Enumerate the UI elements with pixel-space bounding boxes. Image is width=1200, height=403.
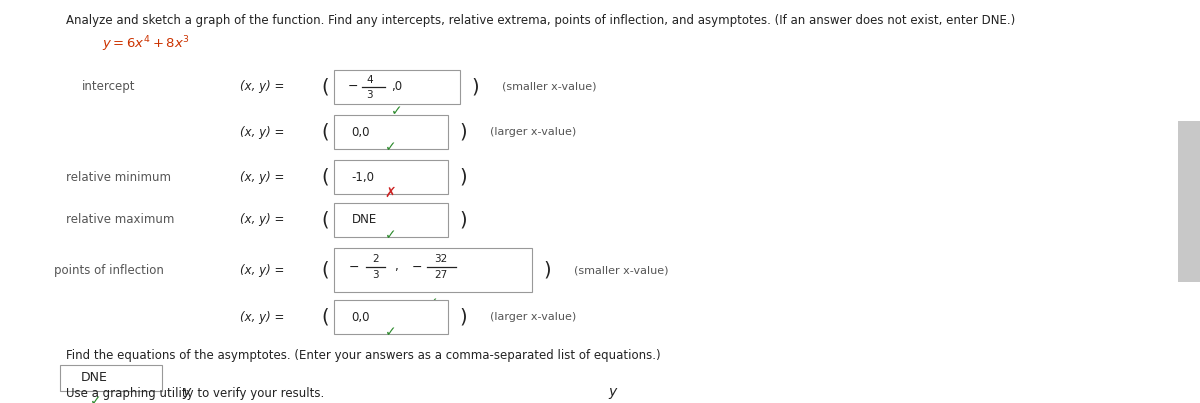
FancyBboxPatch shape (60, 365, 162, 391)
Text: ): ) (460, 210, 467, 229)
Text: intercept: intercept (82, 80, 136, 93)
Text: ): ) (460, 168, 467, 187)
FancyBboxPatch shape (1178, 121, 1200, 282)
Text: Find the equations of the asymptotes. (Enter your answers as a comma-separated l: Find the equations of the asymptotes. (E… (66, 349, 661, 361)
Text: 4: 4 (366, 75, 373, 85)
FancyBboxPatch shape (334, 248, 532, 292)
Text: Analyze and sketch a graph of the function. Find any intercepts, relative extrem: Analyze and sketch a graph of the functi… (66, 14, 1015, 27)
Text: (x, y) =: (x, y) = (240, 80, 288, 93)
Text: (x, y) =: (x, y) = (240, 213, 288, 226)
Text: DNE: DNE (80, 371, 107, 384)
Text: ✓: ✓ (385, 325, 396, 339)
Text: 3: 3 (366, 89, 373, 100)
Text: 3: 3 (372, 270, 379, 280)
Text: (smaller x-value): (smaller x-value) (502, 82, 596, 91)
Text: ✓: ✓ (385, 140, 396, 154)
Text: (smaller x-value): (smaller x-value) (574, 265, 668, 275)
Text: (: ( (322, 260, 329, 280)
FancyBboxPatch shape (334, 160, 448, 194)
Text: (larger x-value): (larger x-value) (490, 312, 576, 322)
Text: ,0: ,0 (391, 80, 402, 93)
FancyBboxPatch shape (334, 203, 448, 237)
FancyBboxPatch shape (334, 300, 448, 334)
Text: (: ( (322, 307, 329, 327)
Text: ✓: ✓ (427, 296, 438, 310)
Text: −: − (412, 260, 422, 274)
Text: Use a graphing utility to verify your results.: Use a graphing utility to verify your re… (66, 387, 324, 400)
Text: ): ) (544, 260, 551, 280)
Text: ✓: ✓ (90, 394, 102, 403)
Text: (: ( (322, 77, 329, 96)
Text: points of inflection: points of inflection (54, 264, 164, 276)
Text: (: ( (322, 123, 329, 142)
Text: 0,0: 0,0 (352, 126, 370, 139)
FancyBboxPatch shape (334, 69, 460, 104)
Text: −: − (348, 80, 359, 93)
Text: ): ) (472, 77, 479, 96)
Text: ✓: ✓ (385, 228, 396, 242)
Text: (x, y) =: (x, y) = (240, 171, 288, 184)
Text: y: y (182, 385, 190, 399)
Text: ✗: ✗ (385, 185, 396, 199)
Text: ): ) (460, 123, 467, 142)
Text: (: ( (322, 168, 329, 187)
Text: (x, y) =: (x, y) = (240, 311, 288, 324)
Text: 2: 2 (372, 254, 379, 264)
Text: ✓: ✓ (391, 104, 402, 118)
Text: 0,0: 0,0 (352, 311, 370, 324)
Text: ): ) (460, 307, 467, 327)
Text: (larger x-value): (larger x-value) (490, 127, 576, 137)
Text: 32: 32 (433, 254, 448, 264)
Text: (x, y) =: (x, y) = (240, 126, 288, 139)
Text: (x, y) =: (x, y) = (240, 264, 288, 276)
Text: $y = 6x^4 + 8x^3$: $y = 6x^4 + 8x^3$ (102, 34, 190, 54)
Text: (: ( (322, 210, 329, 229)
Text: 27: 27 (433, 270, 448, 280)
Text: relative minimum: relative minimum (66, 171, 172, 184)
FancyBboxPatch shape (334, 115, 448, 149)
Text: DNE: DNE (352, 213, 377, 226)
Text: ,: , (394, 260, 397, 274)
Text: y: y (608, 385, 616, 399)
Text: -1,0: -1,0 (352, 171, 374, 184)
Text: −: − (349, 260, 360, 274)
Text: relative maximum: relative maximum (66, 213, 174, 226)
